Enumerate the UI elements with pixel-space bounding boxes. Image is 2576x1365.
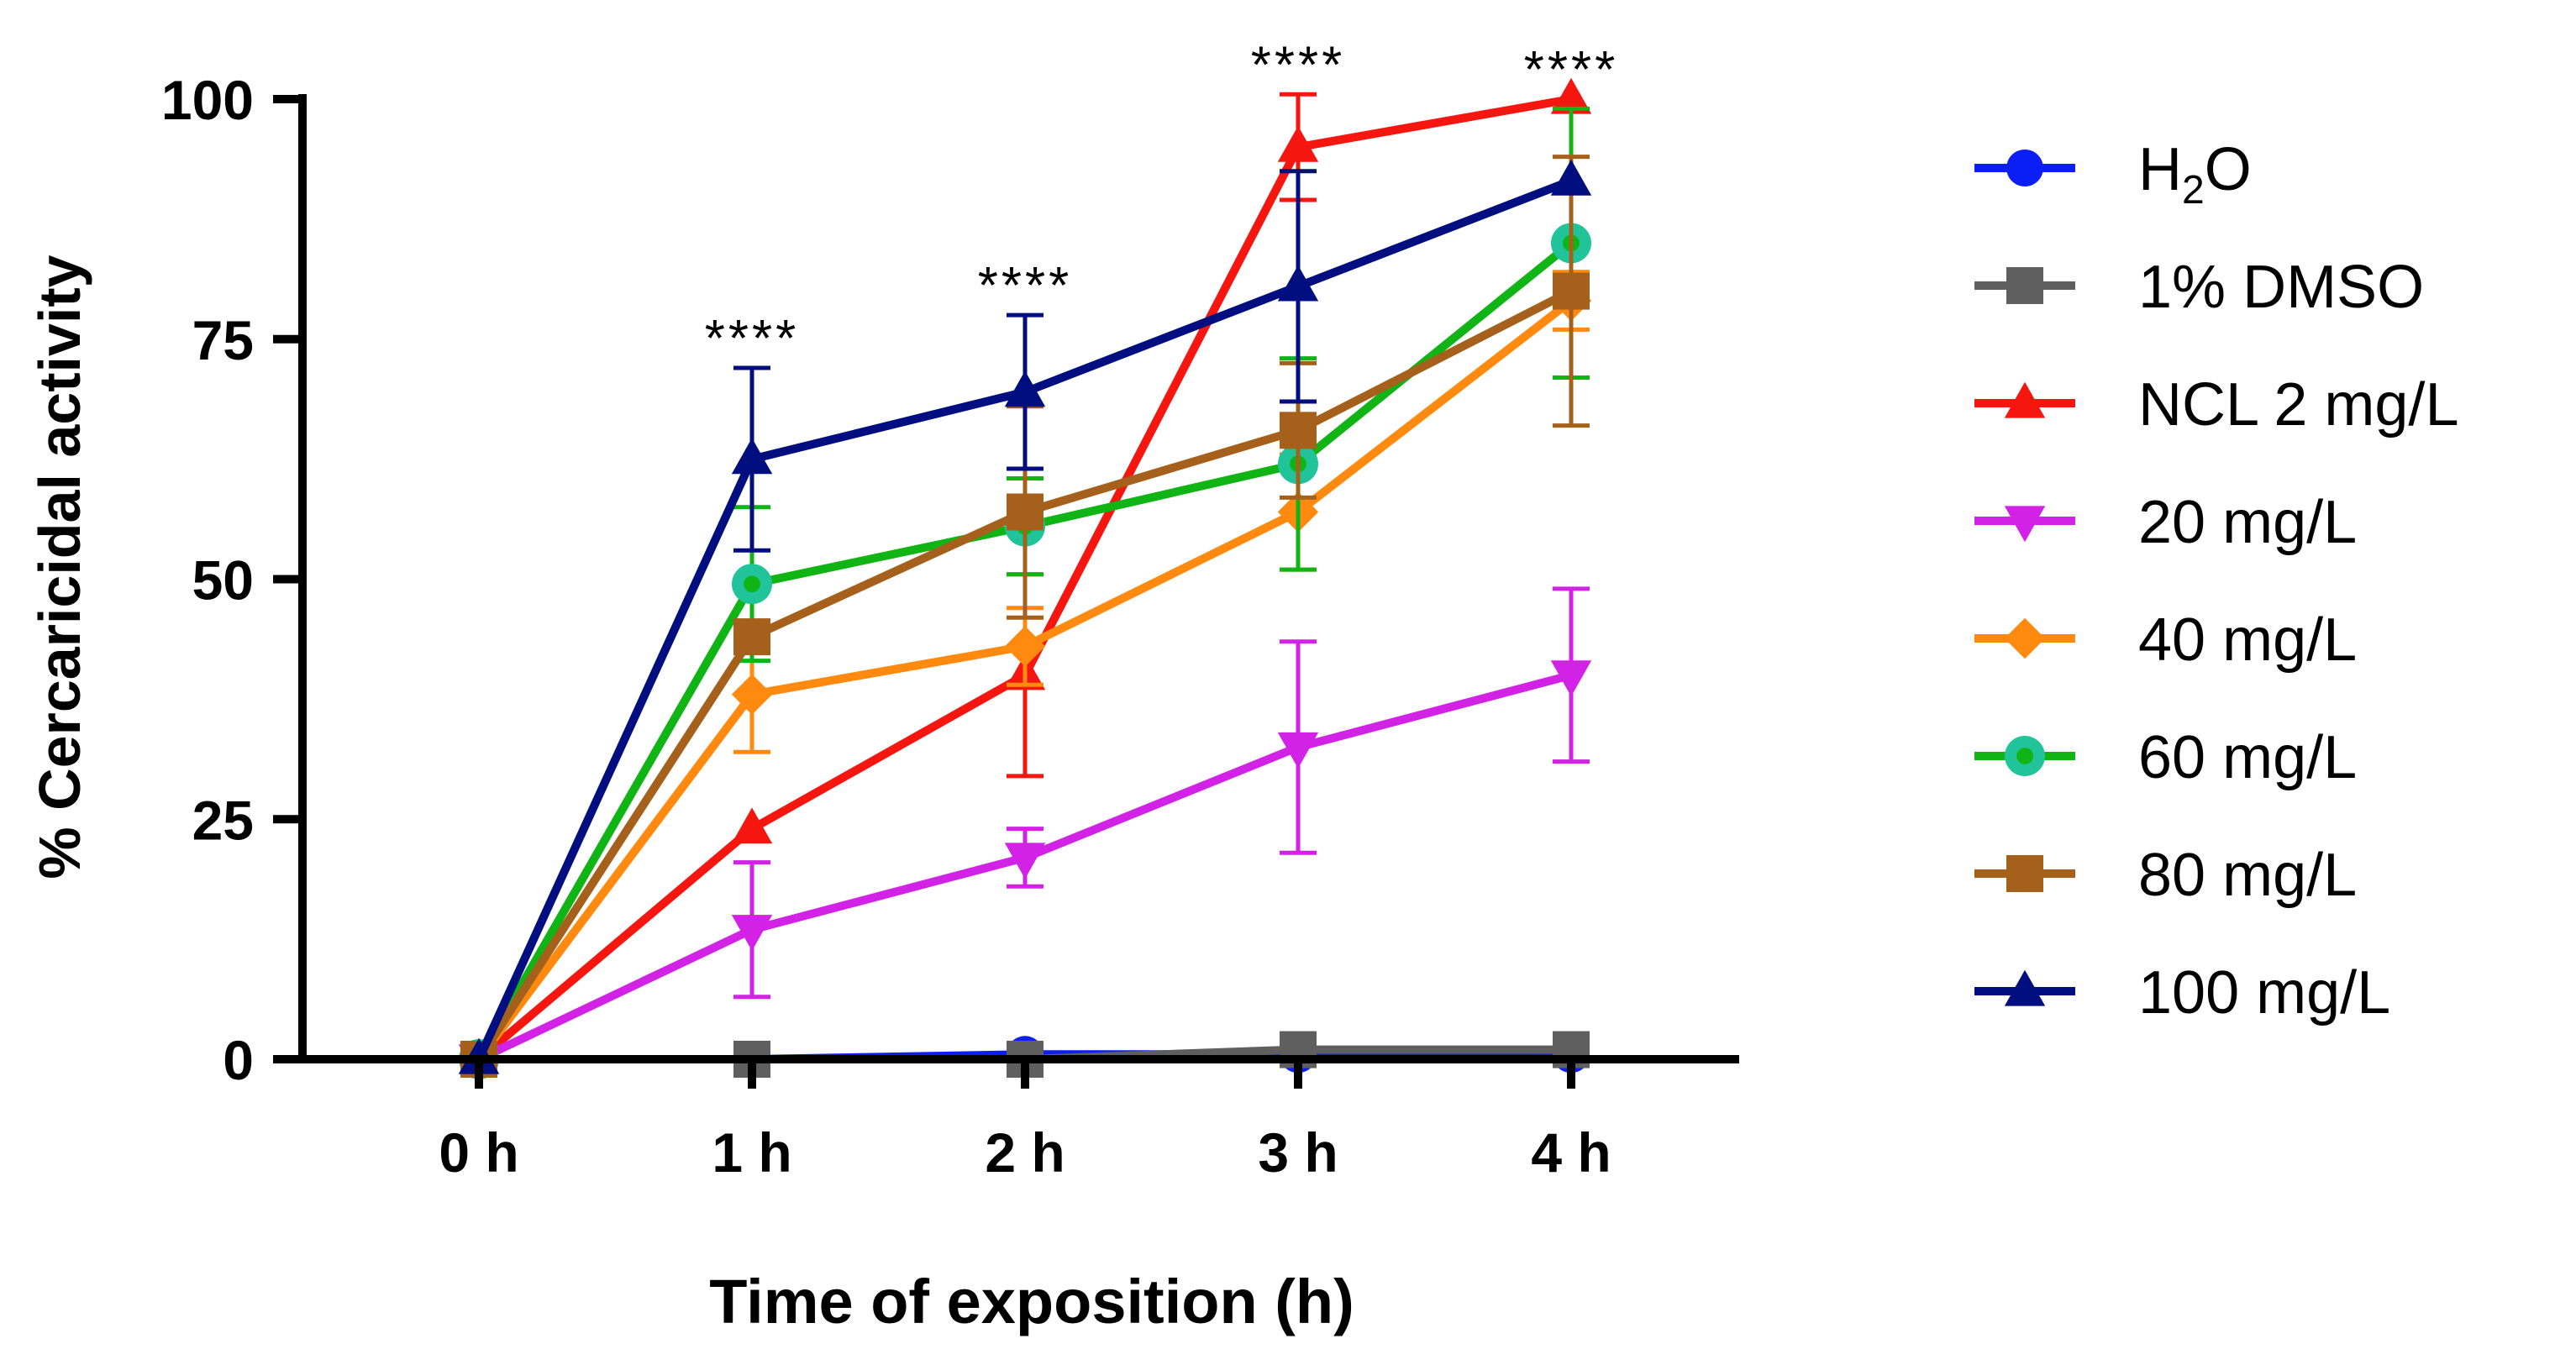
legend-marker-6 bbox=[2006, 855, 2043, 892]
legend-item-6: 80 mg/L bbox=[1974, 842, 2357, 909]
legend-item-7: 100 mg/L bbox=[1974, 959, 2390, 1026]
legend-label-0: H2O bbox=[2138, 136, 2252, 213]
y-tick-label-25: 25 bbox=[192, 789, 254, 851]
data-point-6-2 bbox=[1007, 493, 1044, 531]
legend-label-5: 60 mg/L bbox=[2138, 724, 2357, 791]
data-point-4-2 bbox=[1004, 626, 1046, 667]
legend-label-rest-0: O bbox=[2205, 136, 2252, 203]
legend-label-1: 1% DMSO bbox=[2138, 254, 2424, 321]
series-7 bbox=[458, 159, 1592, 1074]
legend-item-1: 1% DMSO bbox=[1974, 254, 2424, 321]
legend-label-4: 40 mg/L bbox=[2138, 606, 2357, 674]
y-tick-label-50: 50 bbox=[192, 549, 254, 612]
data-point-2-4 bbox=[1550, 77, 1592, 114]
legend: H2O 1% DMSO NCL 2 mg/L 20 mg/L 40 mg/L 60 mg/… bbox=[1974, 136, 2458, 1026]
legend-marker-1 bbox=[2006, 267, 2043, 304]
data-point-6-4 bbox=[1553, 272, 1590, 310]
significance-label-2: **** bbox=[1251, 36, 1346, 94]
data-point-7-4 bbox=[1550, 159, 1592, 196]
y-axis-title: % Cercaricidal activity bbox=[27, 255, 92, 879]
x-tick-label-4: 4 h bbox=[1531, 1121, 1611, 1184]
legend-marker-7 bbox=[2004, 969, 2046, 1006]
data-point-6-3 bbox=[1280, 412, 1317, 449]
legend-marker-3 bbox=[2004, 506, 2046, 543]
y-tick-label-0: 0 bbox=[223, 1029, 254, 1091]
legend-label-sub-0: 2 bbox=[2182, 168, 2205, 213]
data-point-7-3 bbox=[1277, 265, 1319, 302]
y-tick-label-100: 100 bbox=[161, 69, 254, 131]
ticks: 0 25 50 75 100 0 h 1 h 2 h 3 h 4 h bbox=[161, 69, 1611, 1184]
data-point-5-1-core bbox=[744, 575, 760, 593]
legend-marker-2 bbox=[2004, 381, 2046, 418]
x-tick-label-3: 3 h bbox=[1258, 1121, 1338, 1184]
y-tick-label-75: 75 bbox=[192, 309, 254, 371]
data-point-3-3 bbox=[1277, 732, 1319, 769]
legend-item-5: 60 mg/L bbox=[1974, 724, 2357, 791]
data-point-5-1 bbox=[732, 564, 772, 605]
legend-label-7: 100 mg/L bbox=[2138, 959, 2390, 1026]
data-point-2-1 bbox=[731, 807, 773, 844]
legend-label-2: NCL 2 mg/L bbox=[2138, 371, 2458, 438]
data-point-7-1 bbox=[731, 438, 773, 475]
plot-area: **** **** **** **** bbox=[458, 36, 1619, 1081]
x-tick-label-2: 2 h bbox=[985, 1121, 1065, 1184]
legend-item-4: 40 mg/L bbox=[1974, 606, 2357, 674]
data-point-3-2 bbox=[1004, 843, 1046, 879]
data-point-4-1 bbox=[731, 674, 773, 715]
data-point-3-1 bbox=[731, 915, 773, 951]
legend-label-3: 20 mg/L bbox=[2138, 489, 2357, 556]
x-axis-title: Time of exposition (h) bbox=[709, 1267, 1354, 1336]
axes bbox=[298, 94, 1739, 1063]
data-point-7-2 bbox=[1004, 370, 1046, 407]
legend-marker-5 bbox=[2005, 736, 2045, 776]
legend-marker-4 bbox=[2004, 617, 2046, 659]
significance-label-3: **** bbox=[1524, 41, 1619, 99]
legend-label-6: 80 mg/L bbox=[2138, 842, 2357, 909]
legend-item-2: NCL 2 mg/L bbox=[1974, 371, 2458, 438]
data-point-6-1 bbox=[733, 618, 770, 656]
legend-marker-0 bbox=[2006, 150, 2043, 186]
significance-label-1: **** bbox=[978, 257, 1073, 315]
legend-item-3: 20 mg/L bbox=[1974, 489, 2357, 556]
x-tick-label-0: 0 h bbox=[439, 1121, 518, 1184]
legend-item-0: H2O bbox=[1974, 136, 2252, 213]
data-point-3-4 bbox=[1550, 660, 1592, 697]
legend-marker-5-core bbox=[2016, 748, 2033, 764]
data-point-2-3 bbox=[1277, 125, 1319, 162]
x-tick-label-1: 1 h bbox=[712, 1121, 791, 1184]
significance-label-0: **** bbox=[705, 310, 800, 368]
